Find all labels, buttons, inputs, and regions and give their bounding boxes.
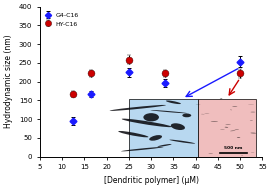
Ellipse shape — [171, 123, 185, 130]
Y-axis label: Hydrodynamic size (nm): Hydrodynamic size (nm) — [4, 35, 13, 129]
Ellipse shape — [204, 113, 209, 114]
Ellipse shape — [250, 120, 253, 121]
Ellipse shape — [196, 104, 201, 105]
Ellipse shape — [110, 105, 166, 111]
Ellipse shape — [122, 119, 172, 127]
Ellipse shape — [208, 153, 213, 154]
Ellipse shape — [251, 152, 254, 153]
Ellipse shape — [169, 140, 195, 144]
Ellipse shape — [248, 104, 254, 105]
Ellipse shape — [232, 106, 237, 107]
Ellipse shape — [166, 101, 181, 104]
Legend: G4-C16, HY-C16: G4-C16, HY-C16 — [43, 10, 81, 29]
Ellipse shape — [225, 127, 228, 128]
Ellipse shape — [241, 155, 243, 156]
Ellipse shape — [225, 124, 231, 125]
Ellipse shape — [211, 121, 218, 122]
Bar — [198, 98, 256, 157]
Ellipse shape — [237, 137, 240, 138]
Bar — [129, 98, 198, 157]
Ellipse shape — [220, 98, 222, 99]
Text: 500 nm: 500 nm — [224, 146, 243, 150]
Ellipse shape — [143, 113, 159, 121]
Ellipse shape — [182, 114, 191, 117]
Ellipse shape — [157, 144, 172, 147]
Ellipse shape — [150, 110, 188, 113]
X-axis label: [Dendritic polymer] (μM): [Dendritic polymer] (μM) — [104, 176, 199, 185]
Ellipse shape — [118, 131, 149, 137]
Ellipse shape — [149, 135, 162, 141]
Ellipse shape — [121, 147, 163, 151]
